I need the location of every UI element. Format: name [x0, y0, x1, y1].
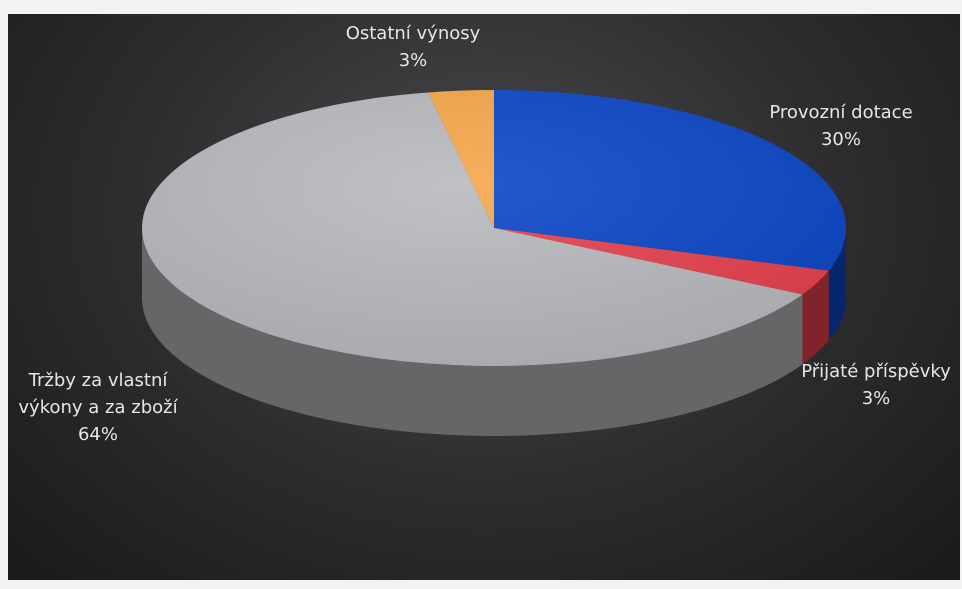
slice-name: Ostatní výnosy: [346, 23, 481, 44]
slice-percent: 30%: [821, 129, 861, 150]
pie-side-2: [142, 228, 803, 436]
slice-label-2: Tržby za vlastní výkony a za zboží 64%: [18, 370, 178, 445]
slice-percent: 3%: [399, 50, 428, 71]
pie-top-sheen: [142, 90, 846, 366]
slice-percent: 3%: [862, 388, 891, 409]
chart-frame: Provozní dotace 30% Přijaté příspěvky 3% Trž…: [8, 14, 960, 580]
slice-label-3: Ostatní výnosy 3%: [346, 23, 481, 71]
slice-name: Tržby za vlastní: [28, 370, 169, 391]
slice-label-0: Provozní dotace 30%: [769, 102, 912, 150]
slice-name: výkony a za zboží: [18, 397, 178, 418]
pie-chart: Provozní dotace 30% Přijaté příspěvky 3% Trž…: [18, 23, 951, 445]
slice-percent: 64%: [78, 424, 118, 445]
slice-label-1: Přijaté příspěvky 3%: [801, 361, 951, 409]
slice-name: Přijaté příspěvky: [801, 361, 951, 382]
pie-side-1: [802, 270, 829, 365]
slice-name: Provozní dotace: [769, 102, 912, 123]
pie-side-0: [828, 228, 846, 341]
